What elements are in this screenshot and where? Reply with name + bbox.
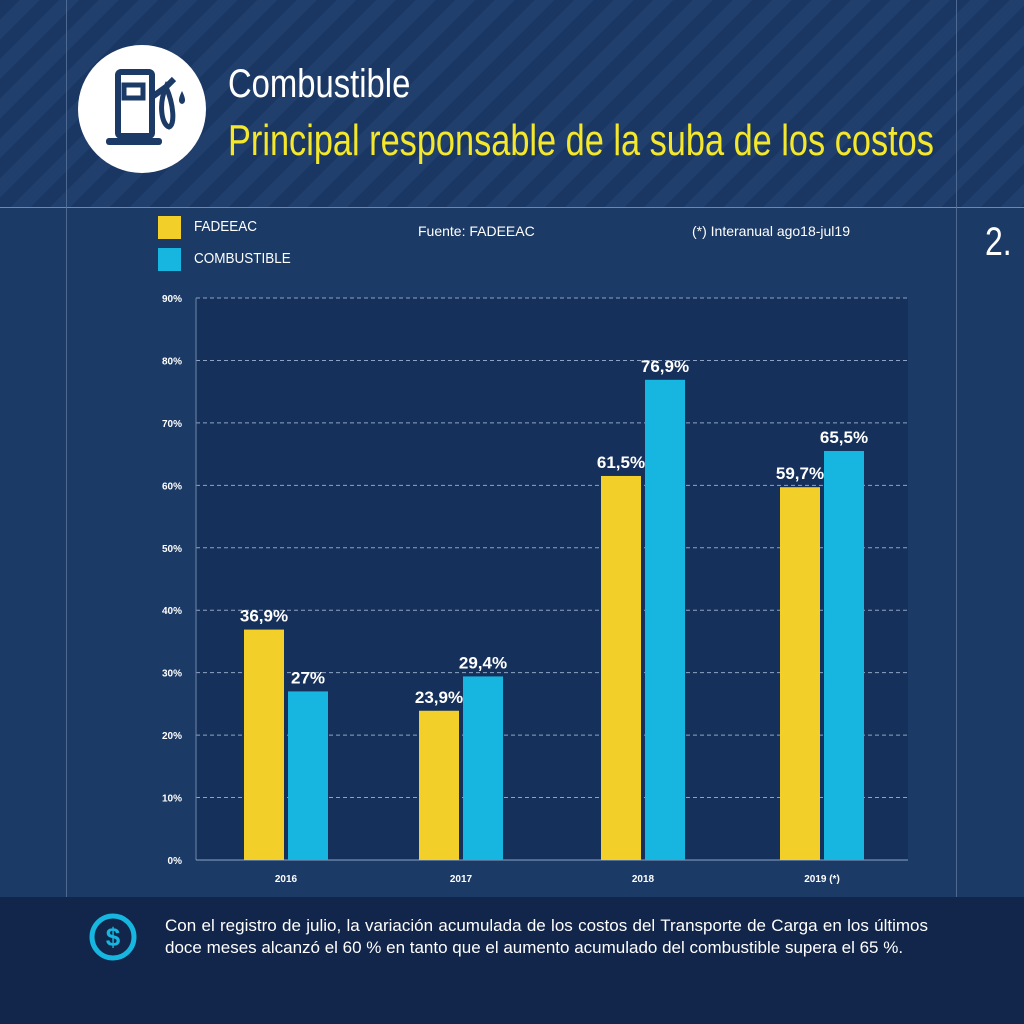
y-tick-label: 0%	[168, 856, 183, 867]
x-tick-label: 2017	[450, 874, 473, 885]
bar-combustible-3	[824, 450, 864, 860]
page-subtitle: Principal responsable de la suba de los …	[228, 116, 934, 165]
legend-swatch-combustible	[158, 248, 181, 271]
bar-fadeeac-0	[244, 629, 284, 860]
y-tick-label: 10%	[162, 794, 182, 805]
data-label: 36,9%	[240, 607, 288, 626]
data-label: 61,5%	[597, 453, 645, 472]
legend-label: FADEEAC	[194, 218, 258, 235]
divider-line	[956, 0, 957, 1024]
data-label: 76,9%	[641, 357, 689, 376]
bar-chart: 0% 10% 20% 30% 40% 50% 60% 70% 80% 90% 2016 36,9% 27…	[162, 294, 908, 885]
legend-swatch-fadeeac	[158, 216, 181, 239]
divider-line	[66, 0, 67, 1024]
y-tick-label: 90%	[162, 294, 182, 305]
bar-fadeeac-1	[419, 710, 459, 860]
source-note: Fuente: FADEEAC	[418, 223, 535, 239]
dollar-coin-icon: $	[88, 912, 138, 967]
svg-text:$: $	[106, 922, 121, 952]
data-label: 23,9%	[415, 688, 463, 707]
y-tick-label: 80%	[162, 356, 182, 367]
bar-fadeeac-3	[780, 487, 820, 860]
bar-fadeeac-2	[601, 475, 641, 860]
bar-combustible-2	[645, 379, 685, 860]
footnote: (*) Interanual ago18-jul19	[692, 223, 850, 239]
data-label: 65,5%	[820, 428, 868, 447]
legend-label: COMBUSTIBLE	[194, 250, 291, 267]
page-title: Combustible	[228, 62, 411, 106]
y-tick-label: 30%	[162, 669, 182, 680]
x-tick-label: 2019 (*)	[804, 874, 840, 885]
bar-combustible-1	[463, 676, 503, 860]
y-tick-label: 40%	[162, 606, 182, 617]
y-tick-label: 50%	[162, 544, 182, 555]
x-tick-label: 2016	[275, 874, 298, 885]
y-tick-label: 60%	[162, 481, 182, 492]
page-number: 2.	[985, 220, 1012, 264]
summary-text: Con el registro de julio, la variación a…	[165, 916, 928, 957]
y-tick-label: 20%	[162, 731, 182, 742]
x-tick-label: 2018	[632, 874, 655, 885]
y-tick-label: 70%	[162, 419, 182, 430]
fuel-pump-icon	[78, 45, 206, 173]
data-label: 29,4%	[459, 653, 507, 672]
bottom-panel	[0, 897, 1024, 1024]
data-label: 27%	[291, 668, 325, 687]
bar-combustible-0	[288, 691, 328, 860]
data-label: 59,7%	[776, 464, 824, 483]
